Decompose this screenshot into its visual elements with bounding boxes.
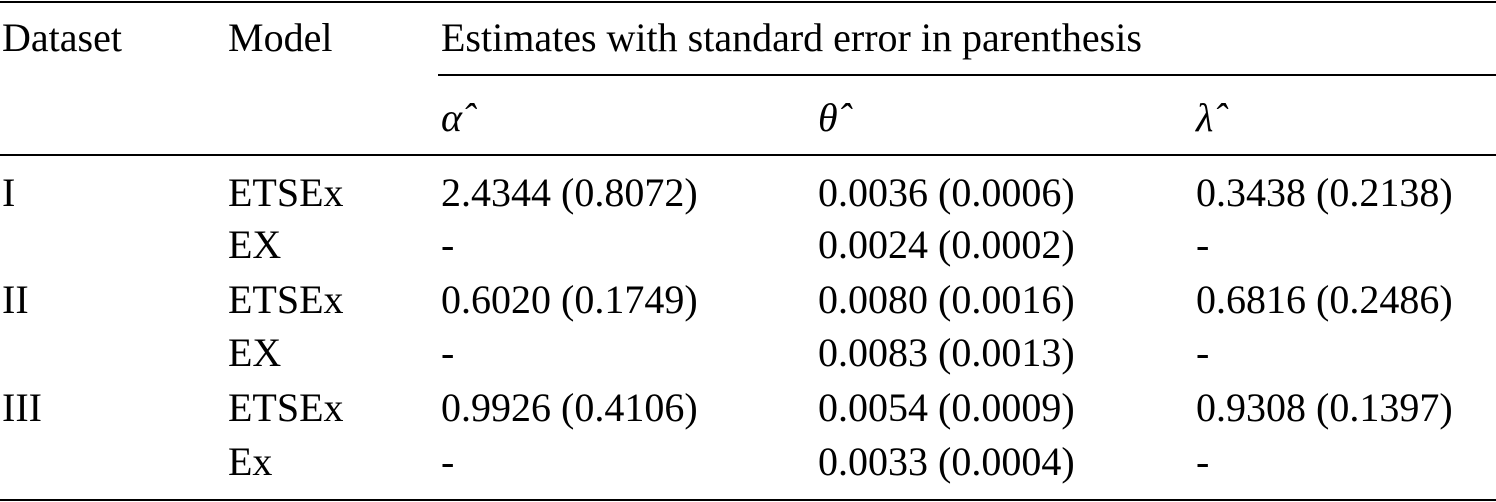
model-cell: ETSEx	[228, 385, 344, 430]
estimate-cell: -	[441, 222, 455, 267]
header-rule	[0, 154, 1496, 156]
bottom-rule	[0, 499, 1496, 501]
estimate-cell: 0.0083 (0.0013)	[818, 330, 1075, 375]
model-cell: ETSEx	[228, 170, 344, 215]
header-model: Model	[228, 15, 333, 60]
mid-rule	[438, 74, 1496, 76]
estimate-cell: 0.0024 (0.0002)	[818, 222, 1075, 267]
dataset-cell: III	[2, 385, 42, 430]
dataset-cell: I	[2, 170, 16, 215]
estimate-cell: 0.3438 (0.2138)	[1196, 170, 1453, 215]
header-param: θ̂	[818, 95, 838, 140]
model-cell: EX	[228, 222, 282, 267]
dataset-cell: II	[2, 277, 29, 322]
estimate-cell: -	[441, 330, 455, 375]
estimate-cell: 0.0033 (0.0004)	[818, 439, 1075, 484]
model-cell: EX	[228, 330, 282, 375]
top-rule	[0, 1, 1496, 3]
estimate-cell: 2.4344 (0.8072)	[441, 170, 698, 215]
estimate-cell: 0.0080 (0.0016)	[818, 277, 1075, 322]
model-cell: ETSEx	[228, 277, 344, 322]
estimate-cell: -	[1196, 439, 1210, 484]
estimate-cell: -	[1196, 222, 1210, 267]
estimate-cell: 0.9308 (0.1397)	[1196, 385, 1453, 430]
header-param: λ̂	[1196, 95, 1214, 140]
estimate-cell: 0.6816 (0.2486)	[1196, 277, 1453, 322]
estimate-cell: 0.9926 (0.4106)	[441, 385, 698, 430]
estimate-cell: 0.0036 (0.0006)	[818, 170, 1075, 215]
header-param: α̂	[441, 95, 462, 140]
estimate-cell: 0.6020 (0.1749)	[441, 277, 698, 322]
model-cell: Ex	[228, 439, 273, 484]
header-estimates: Estimates with standard error in parenth…	[441, 15, 1142, 60]
estimate-cell: -	[441, 439, 455, 484]
estimate-cell: -	[1196, 330, 1210, 375]
estimate-cell: 0.0054 (0.0009)	[818, 385, 1075, 430]
header-dataset: Dataset	[2, 15, 122, 60]
